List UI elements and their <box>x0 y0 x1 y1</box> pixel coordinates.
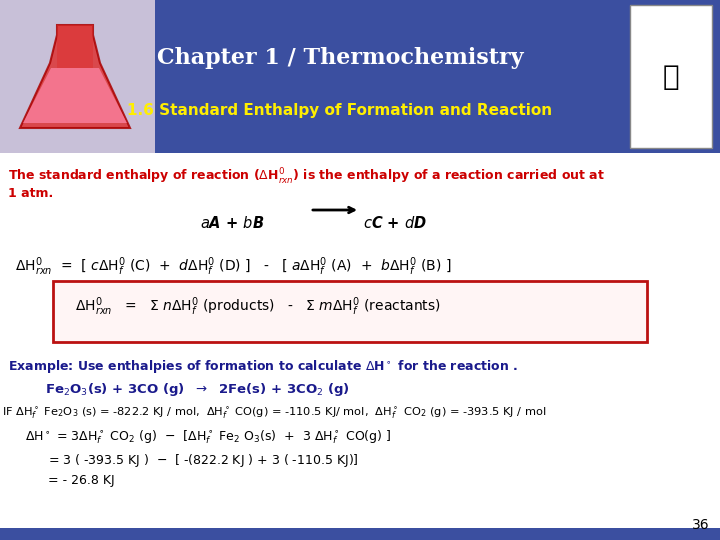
Text: = - 26.8 KJ: = - 26.8 KJ <box>48 474 114 487</box>
Bar <box>0 0 155 153</box>
Text: Fe$_2$O$_3$(s) + 3CO (g)  $\rightarrow$  2Fe(s) + 3CO$_2$ (g): Fe$_2$O$_3$(s) + 3CO (g) $\rightarrow$ 2… <box>45 381 350 398</box>
Text: Chapter 1 / Thermochemistry: Chapter 1 / Thermochemistry <box>157 47 523 69</box>
Bar <box>0 528 720 540</box>
Text: 1.6 Standard Enthalpy of Formation and Reaction: 1.6 Standard Enthalpy of Formation and R… <box>127 103 552 118</box>
Bar <box>630 5 712 148</box>
Text: $\Delta$H$^0_{rxn}$  =  [ $c\Delta$H$^0_f$ (C)  +  $d\Delta$H$^0_f$ (D) ]   -   : $\Delta$H$^0_{rxn}$ = [ $c\Delta$H$^0_f$… <box>15 255 451 278</box>
Text: $\Delta$H$^0_{rxn}$   =   $\Sigma$ $n\Delta$H$^0_f$ (products)   -   $\Sigma$ $m: $\Delta$H$^0_{rxn}$ = $\Sigma$ $n\Delta$… <box>75 295 441 318</box>
Text: $c$C + $d$D: $c$C + $d$D <box>363 215 427 231</box>
Text: $a$A + $b$B: $a$A + $b$B <box>200 215 264 231</box>
Text: 36: 36 <box>693 518 710 532</box>
Text: $\Delta$H$^\circ$ = 3$\Delta$H$^\circ_f$ CO$_2$ (g)  $-$  [$\Delta$H$^\circ_f$ F: $\Delta$H$^\circ$ = 3$\Delta$H$^\circ_f$… <box>25 428 392 446</box>
Text: Example: Use enthalpies of formation to calculate $\Delta$H$^\circ$ for the reac: Example: Use enthalpies of formation to … <box>8 358 518 375</box>
Polygon shape <box>23 68 127 123</box>
Text: = 3 ( -393.5 KJ )  $-$  [ -(822.2 KJ ) + 3 ( -110.5 KJ)]: = 3 ( -393.5 KJ ) $-$ [ -(822.2 KJ ) + 3… <box>48 452 359 469</box>
Bar <box>57 25 93 68</box>
Text: IF $\Delta$H$^\circ_f$ Fe$_2$O$_3$ (s) = -822.2 KJ / mol,  $\Delta$H$^\circ_f$ C: IF $\Delta$H$^\circ_f$ Fe$_2$O$_3$ (s) =… <box>2 406 546 421</box>
Text: 🏛: 🏛 <box>662 63 679 91</box>
Text: 1 atm.: 1 atm. <box>8 187 53 200</box>
Polygon shape <box>20 25 130 128</box>
Text: The standard enthalpy of reaction ($\Delta$H$^0_{rxn}$) is the enthalpy of a rea: The standard enthalpy of reaction ($\Del… <box>8 167 605 187</box>
FancyBboxPatch shape <box>53 281 647 342</box>
Bar <box>0 0 720 153</box>
